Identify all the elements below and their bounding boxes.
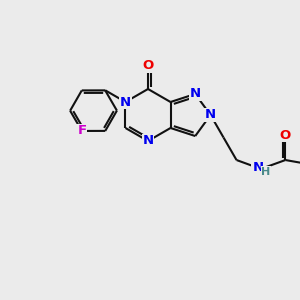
Text: N: N [252, 161, 263, 174]
Text: N: N [142, 134, 154, 148]
Text: O: O [142, 58, 154, 72]
Text: O: O [280, 128, 291, 142]
Text: F: F [77, 124, 86, 137]
Text: N: N [120, 95, 131, 109]
Text: N: N [190, 88, 201, 100]
Text: H: H [261, 167, 271, 177]
Text: N: N [205, 109, 216, 122]
